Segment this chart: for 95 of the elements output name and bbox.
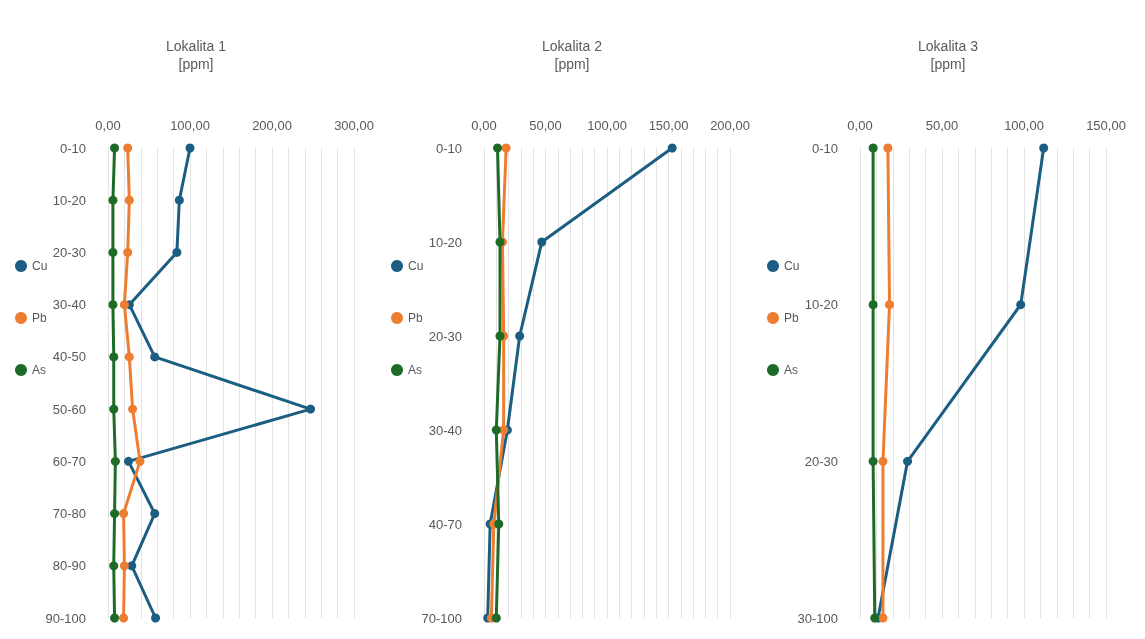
point <box>108 247 118 257</box>
point <box>109 561 119 571</box>
point <box>119 300 129 310</box>
point <box>501 143 511 153</box>
chart-subtitle: [ppm] <box>930 56 966 72</box>
point <box>109 352 119 362</box>
x-tick-label: 200,00 <box>252 118 292 133</box>
y-tick-label: 60-70 <box>52 453 86 469</box>
point <box>108 195 118 205</box>
point <box>306 404 316 414</box>
point <box>123 143 133 153</box>
y-tick-label: 10-20 <box>804 297 838 313</box>
legend-label: As <box>408 363 423 377</box>
point <box>185 143 195 153</box>
legend-label: As <box>32 363 47 377</box>
point <box>124 352 134 362</box>
y-tick-label: 40-70 <box>428 516 462 532</box>
x-tick-label: 150,00 <box>1086 118 1126 133</box>
x-tick-label: 200,00 <box>710 118 750 133</box>
y-tick-label: 0-10 <box>59 140 86 156</box>
y-tick-label: 20-30 <box>52 244 86 260</box>
point <box>493 143 503 153</box>
point <box>108 300 118 310</box>
point <box>903 456 913 466</box>
legend-label: Pb <box>32 311 47 325</box>
legend-label: Pb <box>408 311 423 325</box>
point <box>110 456 120 466</box>
point <box>491 425 501 435</box>
point <box>494 519 504 529</box>
point <box>123 247 133 257</box>
point <box>150 352 160 362</box>
point <box>885 300 895 310</box>
y-tick-label: 0-10 <box>811 140 838 156</box>
point <box>119 561 129 571</box>
y-tick-label: 10-20 <box>52 192 86 208</box>
chart-subtitle: [ppm] <box>178 56 214 72</box>
point <box>128 404 138 414</box>
point <box>119 613 129 623</box>
point <box>878 613 888 623</box>
y-tick-label: 80-90 <box>52 558 86 574</box>
point <box>883 143 893 153</box>
chart-title: Lokalita 1 <box>166 38 227 54</box>
x-tick-label: 50,00 <box>529 118 562 133</box>
point <box>667 143 677 153</box>
y-tick-label: 0-10 <box>435 140 462 156</box>
point <box>124 456 133 466</box>
chart-title: Lokalita 2 <box>542 38 603 54</box>
legend-label: Cu <box>408 259 424 273</box>
point <box>868 456 878 466</box>
x-tick-label: 0,00 <box>471 118 497 133</box>
point <box>110 613 120 623</box>
y-tick-label: 70-80 <box>52 506 86 522</box>
legend-label: As <box>784 363 799 377</box>
y-tick-label: 10-20 <box>428 234 462 250</box>
point <box>135 456 145 466</box>
point <box>124 195 134 205</box>
x-tick-label: 100,00 <box>587 118 627 133</box>
y-tick-label: 50-60 <box>52 401 86 417</box>
point <box>1016 300 1026 310</box>
point <box>109 404 119 414</box>
point <box>110 509 120 519</box>
point <box>868 300 878 310</box>
point <box>174 195 184 205</box>
legend-label: Pb <box>784 311 799 325</box>
legend-label: Cu <box>32 259 48 273</box>
point <box>151 613 161 623</box>
y-tick-label: 30-40 <box>428 422 462 438</box>
y-tick-label: 90-100 <box>45 610 86 626</box>
y-tick-label: 70-100 <box>421 610 462 626</box>
y-tick-label: 20-30 <box>804 453 838 469</box>
point <box>1039 143 1049 153</box>
y-tick-label: 40-50 <box>52 349 86 365</box>
point <box>172 247 182 257</box>
x-tick-label: 0,00 <box>95 118 121 133</box>
legend-label: Cu <box>784 259 800 273</box>
point <box>495 331 505 341</box>
point <box>110 143 120 153</box>
x-tick-label: 300,00 <box>334 118 374 133</box>
y-tick-label: 30-40 <box>52 297 86 313</box>
y-tick-label: 30-100 <box>797 610 838 626</box>
chart-title: Lokalita 3 <box>918 38 979 54</box>
x-tick-label: 50,00 <box>925 118 959 133</box>
point <box>868 143 878 153</box>
x-tick-label: 150,00 <box>648 118 689 133</box>
x-tick-label: 100,00 <box>1004 118 1044 133</box>
x-tick-label: 100,00 <box>170 118 210 133</box>
chart-subtitle: [ppm] <box>554 56 590 72</box>
y-tick-label: 20-30 <box>428 328 462 344</box>
x-tick-label: 0,00 <box>847 118 873 133</box>
point <box>491 613 501 623</box>
point <box>150 509 160 519</box>
point <box>878 456 888 466</box>
point <box>515 331 525 341</box>
point <box>537 237 547 247</box>
point <box>119 509 129 519</box>
